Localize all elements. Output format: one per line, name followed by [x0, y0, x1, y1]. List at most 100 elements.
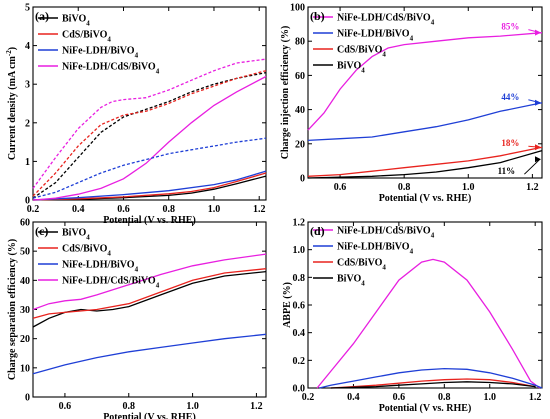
x-tick-label: 0.2 [27, 204, 40, 215]
x-tick-label: 1.2 [253, 204, 266, 215]
series-line-cds-bivo4 [32, 172, 267, 201]
x-tick-label: 0.4 [347, 392, 360, 403]
x-tick-label: 0.6 [334, 182, 347, 193]
y-tick-label: 80 [295, 37, 305, 48]
y-tick-label: 20 [295, 139, 305, 150]
y-tick-label: 20 [20, 334, 30, 345]
legend-label: NiFe-LDH/CdS/BiVO4 [62, 276, 160, 290]
legend-label: NiFe-LDH/BiVO4 [337, 29, 414, 43]
series-line-bivo4 [32, 270, 267, 328]
legend-label: CdS/BiVO4 [337, 45, 386, 59]
x-tick-label: 0.6 [117, 204, 130, 215]
y-axis-title: Charge separation efficiency (%) [7, 239, 18, 380]
y-tick-label: 60 [295, 71, 305, 82]
panel-label: (b) [310, 9, 325, 23]
plot-frame [307, 6, 543, 179]
legend-label: NiFe-LDH/CdS/BiVO4 [337, 226, 435, 240]
y-tick-label: 0.2 [293, 356, 306, 367]
y-tick-label: 100 [290, 3, 305, 14]
annotation-label: 44% [501, 92, 519, 102]
annotation-label: 18% [501, 138, 519, 148]
panel-d: 0.2 0.4 0.6 0.8 1.0 1.20.00.20.40.60.81.01.2P… [282, 218, 543, 414]
x-tick-label: 1.2 [529, 392, 542, 403]
series-line-nife-ldh-cds-bivo4 [307, 32, 543, 131]
x-tick-label: 0.2 [302, 392, 315, 403]
annotation-arrowhead [535, 144, 541, 151]
series-line-cds-bivo4 [32, 268, 267, 319]
y-tick-label: 1.2 [293, 218, 306, 229]
legend-label: CdS/BiVO4 [62, 30, 111, 44]
series-line-nife-ldh-cds-bivo4 [32, 253, 267, 311]
y-tick-label: 10 [20, 363, 30, 374]
y-tick-label: 0.8 [293, 273, 306, 284]
y-tick-label: 30 [20, 305, 30, 316]
y-tick-label: 2 [25, 118, 30, 129]
legend-label: NiFe-LDH/CdS/BiVO4 [337, 13, 435, 27]
x-tick-label: 0.8 [398, 182, 411, 193]
panel-a: 0.2 0.4 0.6 0.8 1.0 1.2 0 1 2 3 4 5 Potential (V vs.… [5, 3, 267, 226]
y-axis-title: ABPE (%) [282, 282, 293, 328]
annotation-label: 85% [501, 22, 519, 32]
x-tick-label: 0.8 [162, 204, 175, 215]
panel-b: 0.6 0.8 1.0 1.2 0 20 40 60 80 100 Potential (V vs.… [280, 3, 543, 204]
legend-label: CdS/BiVO4 [337, 258, 386, 272]
y-tick-label: 5 [25, 3, 30, 14]
legend-label: NiFe-LDH/CdS/BiVO4 [62, 62, 160, 76]
y-tick-label: 1.0 [293, 245, 306, 256]
plot-frame [32, 6, 267, 201]
x-tick-label: 0.8 [438, 392, 451, 403]
y-tick-label: 60 [20, 218, 30, 229]
y-tick-label: 40 [20, 276, 30, 287]
y-tick-label: 0 [300, 174, 305, 185]
legend-label: BiVO4 [62, 14, 90, 28]
x-tick-label: 1.0 [462, 182, 475, 193]
series-line-nife-ldh-cds-bivo4 [316, 258, 541, 389]
x-tick-label: 1.0 [208, 204, 221, 215]
annotation-arrowhead [535, 99, 541, 106]
y-tick-label: 0.0 [293, 384, 306, 395]
y-tick-label: 40 [295, 105, 305, 116]
x-axis-title: Potential (V vs. RHE) [379, 403, 472, 414]
y-tick-label: 50 [20, 247, 30, 258]
x-tick-label: 1.2 [250, 401, 263, 412]
legend-label: BiVO4 [62, 228, 90, 242]
panel-label: (d) [310, 224, 325, 238]
x-axis-title: Potential (V vs. RHE) [103, 215, 196, 226]
legend-label: NiFe-LDH/BiVO4 [62, 46, 139, 60]
series-line-nife-ldh-bivo4 [307, 102, 543, 142]
legend-label: NiFe-LDH/BiVO4 [337, 242, 414, 256]
legend-label: BiVO4 [337, 61, 365, 75]
y-tick-label: 0 [25, 196, 30, 207]
series-line-nife-ldh-cds-bivo4-dashed [32, 58, 267, 189]
x-axis-title: Potential (V vs. RHE) [379, 193, 472, 204]
series-line-cds-bivo4 [307, 146, 543, 177]
series-line-bivo4-dashed [32, 71, 267, 199]
series-line-nife-ldh-bivo4 [319, 367, 543, 389]
y-tick-label: 3 [25, 80, 30, 91]
x-tick-label: 1.0 [483, 392, 496, 403]
annotation-label: 11% [498, 166, 516, 176]
x-tick-label: 0.4 [72, 204, 85, 215]
panel-label: (a) [35, 9, 49, 23]
x-tick-label: 0.6 [59, 401, 72, 412]
x-tick-label: 0.6 [393, 392, 406, 403]
x-tick-label: 1.2 [526, 182, 539, 193]
series-line-nife-ldh-cds-bivo4 [32, 75, 267, 201]
legend-label: BiVO4 [337, 274, 365, 288]
series-line-bivo4 [330, 381, 536, 389]
annotation-arrowhead [535, 156, 541, 163]
x-tick-label: 1.0 [186, 401, 199, 412]
series-line-bivo4 [307, 149, 543, 179]
panel-label: (c) [35, 224, 48, 238]
series-line-nife-ldh-bivo4-dashed [32, 137, 267, 199]
series-line-cds-bivo4-dashed [32, 70, 267, 197]
series-line-nife-ldh-bivo4 [32, 170, 267, 201]
x-tick-label: 0.8 [123, 401, 136, 412]
legend-label: CdS/BiVO4 [62, 244, 111, 258]
x-axis-title: Potential (V vs. RHE) [103, 412, 196, 419]
annotation-arrow [524, 158, 541, 175]
y-axis-title: Current density (mA cm-2) [5, 47, 18, 160]
panel-c: 0.6 0.8 1.0 1.2 0 10 20 30 40 50 60 Potential (V vs… [7, 218, 267, 419]
y-axis-title: Charge injection efficiency (%) [280, 26, 291, 160]
